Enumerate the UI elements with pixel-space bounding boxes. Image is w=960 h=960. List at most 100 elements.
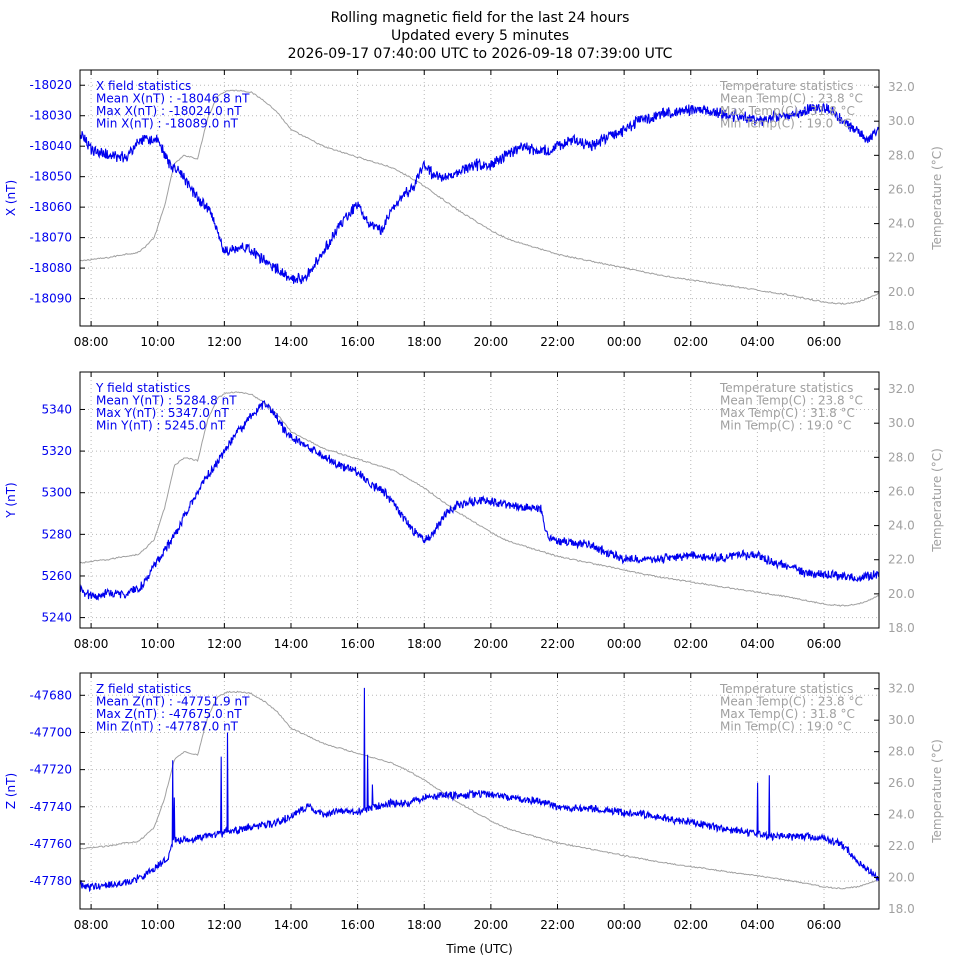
xtick-label-y-7: 22:00 [540,637,575,651]
xtick-label-y-10: 04:00 [740,637,775,651]
ytick-label-z-3: -47720 [29,763,72,777]
temperature-stats-z-0: Temperature statistics [719,682,853,696]
ytick-label-x-7: -18020 [29,78,72,92]
y2label-y: Temperature (°C) [930,448,944,553]
xtick-label-y-11: 06:00 [807,637,842,651]
xtick-label-z-3: 14:00 [274,918,309,932]
chart-title-line2: Updated every 5 minutes [391,28,569,44]
y2tick-label-z-2: 22.0 [888,839,915,853]
xtick-label-z-6: 20:00 [474,918,509,932]
temperature-stats-x-1: Mean Temp(C) : 23.8 °C [720,92,863,106]
xtick-label-z-5: 18:00 [407,918,442,932]
ytick-label-y-4: 5320 [41,444,72,458]
temperature-stats-z-2: Max Temp(C) : 31.8 °C [720,707,855,721]
xtick-label-x-1: 10:00 [140,335,175,349]
y2tick-label-z-6: 30.0 [888,713,915,727]
xtick-label-z-0: 08:00 [74,918,109,932]
temperature-stats-x-2: Max Temp(C) : 31.8 °C [720,104,855,118]
y2tick-label-x-4: 26.0 [888,182,915,196]
xtick-label-y-0: 08:00 [74,637,109,651]
y2tick-label-z-4: 26.0 [888,776,915,790]
y2tick-label-y-0: 18.0 [888,621,915,635]
ytick-label-y-5: 5340 [41,402,72,416]
ytick-label-z-5: -47680 [29,688,72,702]
field-series-y [79,400,880,601]
field-stats-z-0: Z field statistics [96,682,191,696]
temperature-stats-x-3: Min Temp(C) : 19.0 °C [720,117,851,131]
temperature-stats-z-3: Min Temp(C) : 19.0 °C [720,720,851,734]
panel-z: 08:00 10:00 12:00 14:00 16:00 18:00 20:00 22:00… [4,672,944,956]
temperature-stats-z-1: Mean Temp(C) : 23.8 °C [720,695,863,709]
y2tick-label-z-5: 28.0 [888,745,915,759]
xtick-label-z-9: 02:00 [673,918,708,932]
xtick-label-y-6: 20:00 [474,637,509,651]
y2tick-label-x-2: 22.0 [888,251,915,265]
temperature-stats-x-0: Temperature statistics [719,79,853,93]
xtick-label-y-5: 18:00 [407,637,442,651]
plot-frame-x [79,69,880,327]
chart-title-line1: Rolling magnetic field for the last 24 h… [331,10,630,26]
xtick-label-x-4: 16:00 [340,335,375,349]
xtick-label-y-4: 16:00 [340,637,375,651]
xtick-label-z-8: 00:00 [607,918,642,932]
ytick-label-x-0: -18090 [29,292,72,306]
xlabel-z: Time (UTC) [445,942,512,956]
panel-x: 08:00 10:00 12:00 14:00 16:00 18:00 20:00 22:00… [4,69,944,349]
xtick-label-x-5: 18:00 [407,335,442,349]
ytick-label-y-0: 5240 [41,611,72,625]
ytick-label-x-4: -18050 [29,170,72,184]
xtick-label-z-2: 12:00 [207,918,242,932]
xtick-label-z-11: 06:00 [807,918,842,932]
y2tick-label-y-7: 32.0 [888,382,915,396]
y2tick-label-y-5: 28.0 [888,450,915,464]
xtick-label-y-1: 10:00 [140,637,175,651]
temperature-series-x [79,89,880,305]
xtick-label-z-4: 16:00 [340,918,375,932]
xtick-label-x-7: 22:00 [540,335,575,349]
xtick-label-x-0: 08:00 [74,335,109,349]
y2tick-label-x-1: 20.0 [888,285,915,299]
temperature-stats-y-1: Mean Temp(C) : 23.8 °C [720,394,863,408]
y2tick-label-z-3: 24.0 [888,808,915,822]
xtick-label-x-10: 04:00 [740,335,775,349]
field-stats-y-0: Y field statistics [95,381,190,395]
xtick-label-x-3: 14:00 [274,335,309,349]
field-series-z [79,687,880,893]
ytick-label-y-2: 5280 [41,527,72,541]
field-stats-z-3: Min Z(nT) : -47787.0 nT [96,720,239,734]
temperature-stats-y-0: Temperature statistics [719,381,853,395]
ytick-label-x-3: -18060 [29,200,72,214]
y2tick-label-z-7: 32.0 [888,682,915,696]
y2tick-label-x-3: 24.0 [888,217,915,231]
y2tick-label-y-2: 22.0 [888,553,915,567]
panel-y: 08:00 10:00 12:00 14:00 16:00 18:00 20:00 22:00… [4,371,944,651]
ytick-label-y-1: 5260 [41,569,72,583]
ytick-label-x-1: -18080 [29,261,72,275]
y2tick-label-x-0: 18.0 [888,319,915,333]
ytick-label-y-3: 5300 [41,486,72,500]
ytick-label-z-4: -47700 [29,725,72,739]
xtick-label-z-7: 22:00 [540,918,575,932]
ytick-label-x-5: -18040 [29,139,72,153]
temperature-series-z [79,690,880,890]
ytick-label-x-6: -18030 [29,109,72,123]
chart-title-line3: 2026-09-17 07:40:00 UTC to 2026-09-18 07… [288,46,673,62]
y2tick-label-x-6: 30.0 [888,114,915,128]
xtick-label-y-9: 02:00 [673,637,708,651]
xtick-label-x-9: 02:00 [673,335,708,349]
plot-frame-y [79,371,880,629]
y2tick-label-y-4: 26.0 [888,484,915,498]
plot-frame-z [79,672,880,910]
xtick-label-y-3: 14:00 [274,637,309,651]
y2tick-label-z-0: 18.0 [888,902,915,916]
y2tick-label-x-5: 28.0 [888,148,915,162]
temperature-stats-y-3: Min Temp(C) : 19.0 °C [720,419,851,433]
field-stats-x-1: Mean X(nT) : -18046.8 nT [96,92,250,106]
ytick-label-z-1: -47760 [29,837,72,851]
ytick-label-z-2: -47740 [29,800,72,814]
temperature-stats-y-2: Max Temp(C) : 31.8 °C [720,406,855,420]
xtick-label-z-1: 10:00 [140,918,175,932]
xtick-label-y-8: 00:00 [607,637,642,651]
ylabel-x: X (nT) [4,180,18,216]
